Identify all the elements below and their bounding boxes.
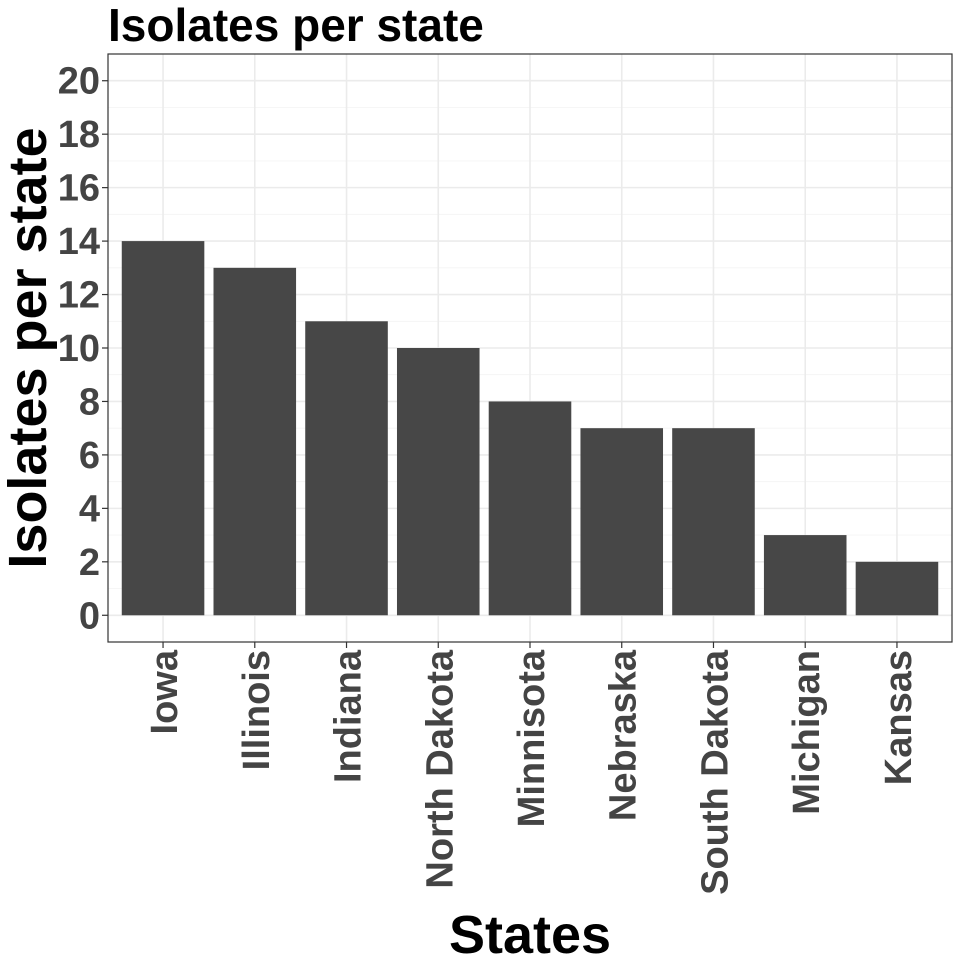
bars [121,241,939,616]
x-tick-label: Illinois [236,650,278,770]
x-tick-label: Iowa [144,649,186,734]
bar-illinois [213,267,297,616]
bar-nebraska [580,428,664,616]
y-tick-label: 18 [58,114,100,156]
y-tick-label: 6 [79,435,100,477]
x-axis-title: States [449,905,611,960]
y-tick-label: 14 [58,221,100,263]
bar-south-dakota [672,428,755,616]
bar-iowa [121,241,205,616]
x-tick-label: South Dakota [694,649,736,895]
y-tick-label: 8 [79,381,100,423]
axis-ticks [102,80,898,648]
y-tick-label: 16 [58,168,100,210]
x-tick-label: Michigan [786,650,828,815]
x-tick-label: Minnisota [511,649,553,827]
x-tick-label: Indiana [328,649,370,783]
bar-minnisota [488,401,572,616]
bar-kansas [855,561,939,616]
y-tick-label: 2 [79,542,100,584]
y-tick-label: 20 [58,61,100,103]
y-tick-label: 0 [79,595,100,637]
y-tick-label: 10 [58,328,100,370]
y-tick-label: 4 [79,488,100,530]
x-tick-label: Nebraska [603,649,645,821]
bar-north-dakota [396,348,480,616]
y-tick-label: 12 [58,275,100,317]
x-tick-label: North Dakota [419,649,461,888]
x-tick-label: Kansas [878,650,920,785]
tick-labels: 0 2 4 6 8 10 12 14 16 18 20 Iowa Illinois Indiana Nort… [58,61,920,895]
chart-title: Isolates per state [108,0,484,51]
bar-indiana [305,321,388,616]
y-axis-title: Isolates per state [0,127,58,568]
bar-michigan [763,535,847,616]
